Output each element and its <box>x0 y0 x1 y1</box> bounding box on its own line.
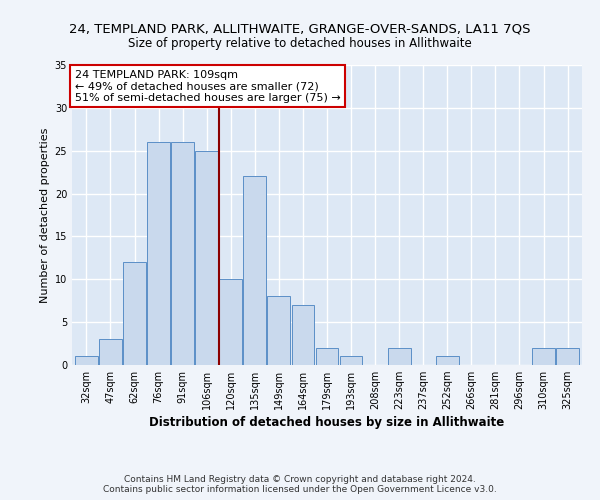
Bar <box>244 176 266 365</box>
Bar <box>220 280 242 365</box>
X-axis label: Distribution of detached houses by size in Allithwaite: Distribution of detached houses by size … <box>149 416 505 430</box>
Bar <box>436 356 459 365</box>
Bar <box>268 296 290 365</box>
Text: Size of property relative to detached houses in Allithwaite: Size of property relative to detached ho… <box>128 38 472 51</box>
Bar <box>99 340 122 365</box>
Text: Contains HM Land Registry data © Crown copyright and database right 2024.
Contai: Contains HM Land Registry data © Crown c… <box>103 474 497 494</box>
Text: 24, TEMPLAND PARK, ALLITHWAITE, GRANGE-OVER-SANDS, LA11 7QS: 24, TEMPLAND PARK, ALLITHWAITE, GRANGE-O… <box>69 22 531 36</box>
Bar <box>292 305 314 365</box>
Bar <box>556 348 579 365</box>
Bar <box>171 142 194 365</box>
Bar <box>195 150 218 365</box>
Bar <box>316 348 338 365</box>
Bar <box>75 356 98 365</box>
Bar <box>388 348 410 365</box>
Text: 24 TEMPLAND PARK: 109sqm
← 49% of detached houses are smaller (72)
51% of semi-d: 24 TEMPLAND PARK: 109sqm ← 49% of detach… <box>74 70 340 102</box>
Bar <box>340 356 362 365</box>
Bar <box>532 348 555 365</box>
Y-axis label: Number of detached properties: Number of detached properties <box>40 128 50 302</box>
Bar <box>147 142 170 365</box>
Bar <box>123 262 146 365</box>
